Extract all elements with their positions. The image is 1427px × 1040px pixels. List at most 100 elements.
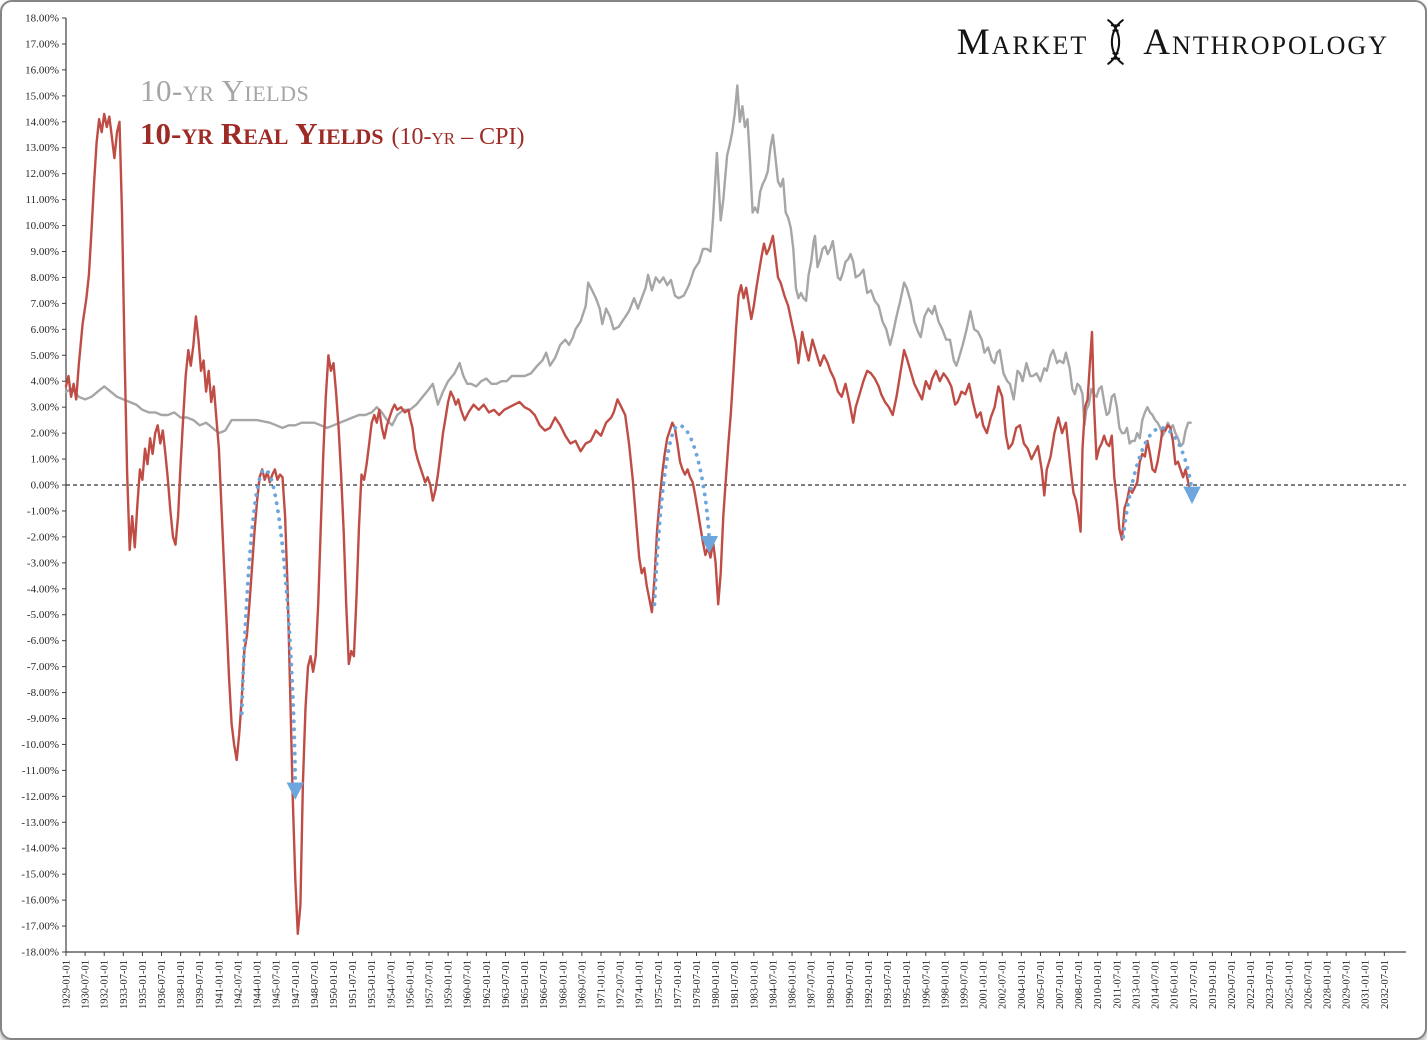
svg-text:-18.00%: -18.00% — [21, 947, 59, 959]
svg-text:1984-07-01: 1984-07-01 — [768, 960, 779, 1009]
svg-text:-11.00%: -11.00% — [22, 765, 59, 777]
svg-text:1998-01-01: 1998-01-01 — [940, 960, 951, 1009]
svg-text:2002-07-01: 2002-07-01 — [998, 960, 1009, 1009]
svg-text:0.00%: 0.00% — [31, 480, 59, 492]
svg-text:-2.00%: -2.00% — [27, 531, 59, 543]
svg-text:2023-07-01: 2023-07-01 — [1265, 960, 1276, 1009]
svg-text:1953-01-01: 1953-01-01 — [367, 960, 378, 1009]
svg-text:1.00%: 1.00% — [31, 454, 59, 466]
svg-text:10.00%: 10.00% — [25, 220, 59, 232]
brand-market: Market — [956, 21, 1089, 63]
svg-text:1951-07-01: 1951-07-01 — [348, 960, 359, 1009]
svg-text:1938-01-01: 1938-01-01 — [176, 960, 187, 1009]
svg-text:8.00%: 8.00% — [31, 272, 59, 284]
svg-text:1987-07-01: 1987-07-01 — [807, 960, 818, 1009]
svg-text:1933-07-01: 1933-07-01 — [119, 960, 130, 1009]
legend-10yr-real-yields-label: 10-yr Real Yields — [140, 115, 384, 151]
svg-text:1930-07-01: 1930-07-01 — [81, 960, 92, 1009]
legend-10yr-yields: 10-yr Yields — [140, 73, 310, 108]
svg-text:1974-01-01: 1974-01-01 — [635, 960, 646, 1009]
legend-formula: (10-yr – CPI) — [391, 123, 525, 150]
svg-text:17.00%: 17.00% — [25, 38, 59, 50]
svg-text:2001-01-01: 2001-01-01 — [979, 960, 990, 1009]
svg-text:1962-01-01: 1962-01-01 — [482, 960, 493, 1009]
svg-text:1981-07-01: 1981-07-01 — [730, 960, 741, 1009]
svg-text:1942-07-01: 1942-07-01 — [233, 960, 244, 1009]
svg-text:14.00%: 14.00% — [25, 116, 59, 128]
svg-text:2007-01-01: 2007-01-01 — [1055, 960, 1066, 1009]
svg-text:-15.00%: -15.00% — [21, 869, 59, 881]
brand-anthropology: Anthropology — [1143, 21, 1389, 63]
svg-text:2020-07-01: 2020-07-01 — [1227, 960, 1238, 1009]
svg-text:7.00%: 7.00% — [31, 298, 59, 310]
svg-text:1939-07-01: 1939-07-01 — [195, 960, 206, 1009]
svg-text:-7.00%: -7.00% — [27, 661, 59, 673]
svg-text:1975-07-01: 1975-07-01 — [654, 960, 665, 1009]
svg-text:1936-07-01: 1936-07-01 — [157, 960, 168, 1009]
svg-text:11.00%: 11.00% — [25, 194, 59, 206]
svg-text:2004-01-01: 2004-01-01 — [1017, 960, 1028, 1009]
svg-text:2011-07-01: 2011-07-01 — [1112, 960, 1123, 1009]
svg-text:1990-07-01: 1990-07-01 — [845, 960, 856, 1009]
svg-text:6.00%: 6.00% — [31, 324, 59, 336]
svg-text:1980-01-01: 1980-01-01 — [711, 960, 722, 1009]
svg-text:2028-01-01: 2028-01-01 — [1323, 960, 1334, 1009]
svg-text:2032-07-01: 2032-07-01 — [1380, 960, 1391, 1009]
svg-text:1963-07-01: 1963-07-01 — [501, 960, 512, 1009]
svg-text:1986-01-01: 1986-01-01 — [788, 960, 799, 1009]
legend-10yr-real-yields: 10-yr Real Yields (10-yr – CPI) — [140, 115, 524, 154]
svg-text:2031-01-01: 2031-01-01 — [1361, 960, 1372, 1009]
svg-text:2022-01-01: 2022-01-01 — [1246, 960, 1257, 1009]
svg-text:15.00%: 15.00% — [25, 90, 59, 102]
svg-text:3.00%: 3.00% — [31, 402, 59, 414]
svg-text:1941-01-01: 1941-01-01 — [214, 960, 225, 1009]
svg-text:18.00%: 18.00% — [25, 13, 59, 25]
svg-text:13.00%: 13.00% — [25, 142, 59, 154]
svg-text:1954-07-01: 1954-07-01 — [386, 960, 397, 1009]
dna-icon — [1107, 19, 1125, 65]
svg-text:2014-07-01: 2014-07-01 — [1151, 960, 1162, 1009]
svg-text:-9.00%: -9.00% — [27, 713, 59, 725]
svg-text:5.00%: 5.00% — [31, 350, 59, 362]
svg-text:1948-07-01: 1948-07-01 — [310, 960, 321, 1009]
svg-text:-6.00%: -6.00% — [27, 635, 59, 647]
svg-text:1966-07-01: 1966-07-01 — [539, 960, 550, 1009]
svg-text:1992-01-01: 1992-01-01 — [864, 960, 875, 1009]
svg-text:-13.00%: -13.00% — [21, 817, 59, 829]
svg-text:1944-01-01: 1944-01-01 — [253, 960, 264, 1009]
svg-text:2026-07-01: 2026-07-01 — [1303, 960, 1314, 1009]
svg-text:1956-01-01: 1956-01-01 — [405, 960, 416, 1009]
svg-text:2008-07-01: 2008-07-01 — [1074, 960, 1085, 1009]
svg-text:2016-01-01: 2016-01-01 — [1170, 960, 1181, 1009]
svg-text:1996-07-01: 1996-07-01 — [921, 960, 932, 1009]
svg-text:2010-01-01: 2010-01-01 — [1093, 960, 1104, 1009]
svg-text:1968-01-01: 1968-01-01 — [558, 960, 569, 1009]
chart-legend: 10-yr Yields 10-yr Real Yields (10-yr – C… — [140, 72, 524, 154]
svg-text:1993-07-01: 1993-07-01 — [883, 960, 894, 1009]
svg-text:1929-01-01: 1929-01-01 — [62, 960, 73, 1009]
svg-text:1971-01-01: 1971-01-01 — [596, 960, 607, 1009]
svg-text:12.00%: 12.00% — [25, 168, 59, 180]
svg-text:-5.00%: -5.00% — [27, 609, 59, 621]
svg-text:-16.00%: -16.00% — [21, 895, 59, 907]
svg-text:-17.00%: -17.00% — [21, 921, 59, 933]
svg-text:-1.00%: -1.00% — [27, 505, 59, 517]
svg-text:1972-07-01: 1972-07-01 — [616, 960, 627, 1009]
svg-text:1989-01-01: 1989-01-01 — [826, 960, 837, 1009]
svg-text:1947-01-01: 1947-01-01 — [291, 960, 302, 1009]
svg-text:-4.00%: -4.00% — [27, 583, 59, 595]
svg-text:2025-01-01: 2025-01-01 — [1284, 960, 1295, 1009]
svg-text:1950-01-01: 1950-01-01 — [329, 960, 340, 1009]
svg-text:16.00%: 16.00% — [25, 64, 59, 76]
svg-text:9.00%: 9.00% — [31, 246, 59, 258]
svg-text:2013-01-01: 2013-01-01 — [1131, 960, 1142, 1009]
svg-text:-12.00%: -12.00% — [21, 791, 59, 803]
svg-text:1945-07-01: 1945-07-01 — [272, 960, 283, 1009]
svg-text:1959-01-01: 1959-01-01 — [444, 960, 455, 1009]
svg-text:-3.00%: -3.00% — [27, 557, 59, 569]
svg-text:1932-01-01: 1932-01-01 — [100, 960, 111, 1009]
svg-text:1999-07-01: 1999-07-01 — [960, 960, 971, 1009]
svg-text:1978-07-01: 1978-07-01 — [692, 960, 703, 1009]
